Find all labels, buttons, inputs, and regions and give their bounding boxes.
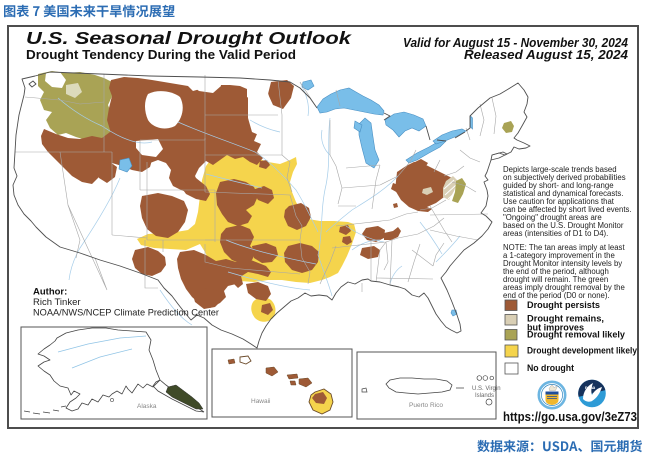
svg-text:based on the U.S. Drought Moni: based on the U.S. Drought Monitor xyxy=(503,221,624,230)
svg-text:Released August 15, 2024: Released August 15, 2024 xyxy=(464,48,628,62)
svg-text:https://go.usa.gov/3eZ73: https://go.usa.gov/3eZ73 xyxy=(503,410,637,424)
svg-text:Valid for August 15 - November: Valid for August 15 - November 30, 2024 xyxy=(403,36,628,50)
svg-text:Puerto Rico: Puerto Rico xyxy=(409,402,443,409)
svg-text:Drought Monitor intensity leve: Drought Monitor intensity levels by xyxy=(503,259,622,268)
svg-text:noaa: noaa xyxy=(585,385,596,390)
svg-text:the end of the period, althoug: the end of the period, although xyxy=(503,267,609,276)
svg-text:Islands: Islands xyxy=(475,393,494,399)
svg-text:end of the period (D0 or none): end of the period (D0 or none). xyxy=(503,291,610,300)
svg-text:Depicts large-scale trends bas: Depicts large-scale trends based xyxy=(503,165,617,174)
svg-text:U.S. Seasonal Drought Outlook: U.S. Seasonal Drought Outlook xyxy=(26,28,353,48)
svg-text:Drought persists: Drought persists xyxy=(527,300,600,310)
svg-text:Use caution for applications t: Use caution for applications that xyxy=(503,197,615,206)
svg-text:a 1-category improvement in th: a 1-category improvement in the xyxy=(503,251,615,260)
svg-text:statistical and dynamical fore: statistical and dynamical forecasts. xyxy=(503,189,623,198)
svg-text:Drought Tendency During the Va: Drought Tendency During the Valid Period xyxy=(26,47,296,62)
svg-text:on subjectively derived probab: on subjectively derived probabilities xyxy=(503,173,626,182)
svg-text:Drought development likely: Drought development likely xyxy=(527,346,637,356)
svg-text:can be affected by short lived: can be affected by short lived events. xyxy=(503,205,632,214)
svg-text:Rich Tinker: Rich Tinker xyxy=(33,297,81,308)
svg-text:Author:: Author: xyxy=(33,287,67,298)
svg-text:drought will remain. The green: drought will remain. The green xyxy=(503,275,608,284)
svg-text:Drought removal likely: Drought removal likely xyxy=(527,330,626,340)
svg-text:No drought: No drought xyxy=(527,363,574,373)
svg-text:Hawaii: Hawaii xyxy=(251,398,271,405)
svg-text:areas (intensities of D1 to D4: areas (intensities of D1 to D4). xyxy=(503,229,608,238)
svg-text:Drought remains,: Drought remains, xyxy=(527,314,604,324)
svg-text:NOAA/NWS/NCEP Climate Predicti: NOAA/NWS/NCEP Climate Prediction Center xyxy=(33,308,219,319)
svg-text:Alaska: Alaska xyxy=(137,403,157,410)
svg-text:"Ongoing" drought areas are: "Ongoing" drought areas are xyxy=(503,213,602,222)
svg-text:areas imply drought removal by: areas imply drought removal by the xyxy=(503,283,625,292)
svg-text:U.S. Virgin: U.S. Virgin xyxy=(472,386,501,392)
svg-text:guided by short- and long-rang: guided by short- and long-range xyxy=(503,181,614,190)
svg-text:but improves: but improves xyxy=(527,323,584,333)
svg-text:NOTE: The tan areas imply at l: NOTE: The tan areas imply at least xyxy=(503,243,625,252)
